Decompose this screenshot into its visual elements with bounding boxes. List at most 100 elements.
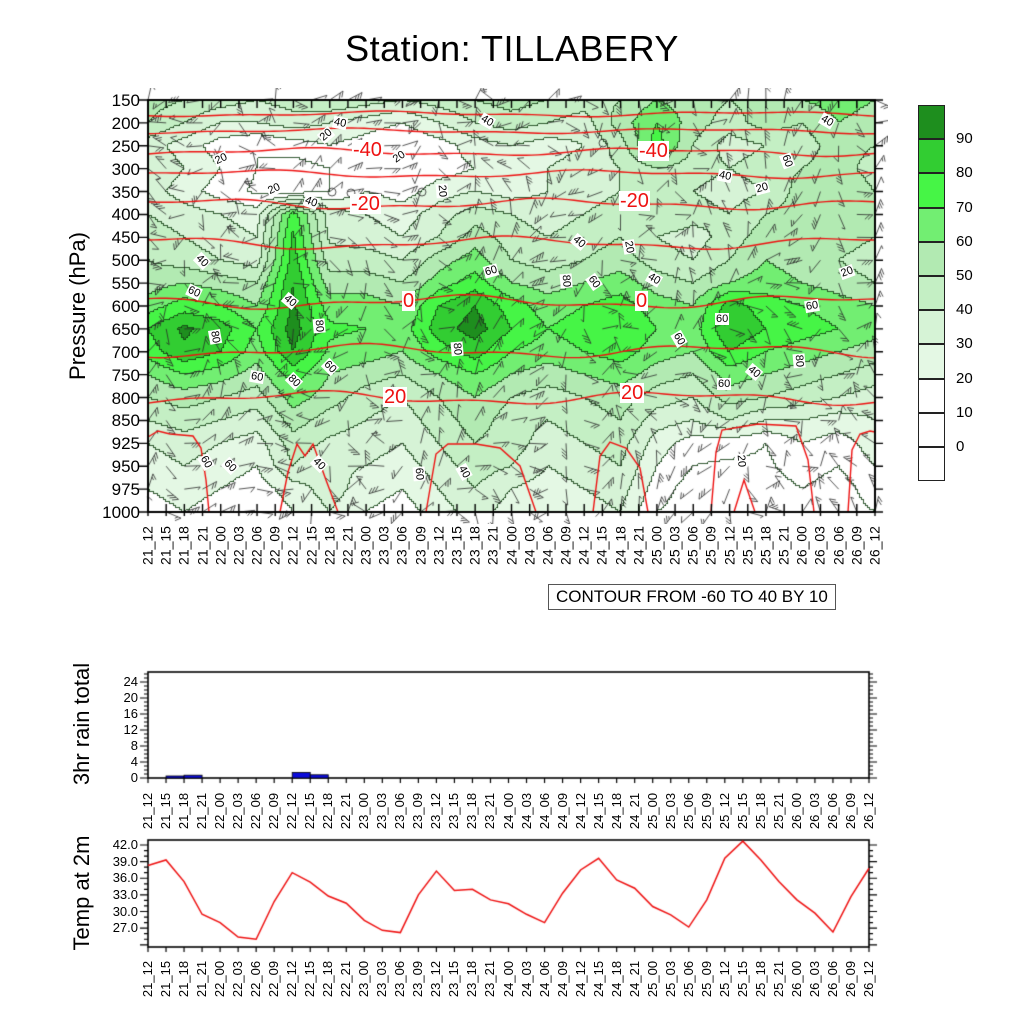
rain-time-label: 22_15 [302,792,318,830]
colorbar-tick-label: 30 [956,335,973,353]
rain-ytick-label: 4 [130,754,138,769]
pressure-tick-label: 950 [111,457,140,477]
rain-time-label: 25_18 [752,792,768,830]
rain-time-label: 25_15 [734,792,750,830]
contour-value-label: 60 [715,313,730,325]
rain-time-label: 23_21 [482,792,498,830]
main-time-label: 24_18 [612,526,629,565]
main-time-label: 26_09 [848,526,865,565]
pressure-tick-label: 925 [111,434,140,454]
colorbar-tick-label: 80 [956,164,973,182]
rain-time-label: 22_00 [212,792,228,830]
main-time-label: 23_06 [393,526,410,565]
red-contour-label: 20 [620,382,645,404]
rain-ytick-label: 20 [123,690,138,705]
rain-ytick-label: 24 [123,674,138,689]
contour-value-label: 20 [621,238,637,256]
main-time-label: 23_12 [430,526,447,565]
pressure-tick-label: 300 [111,159,140,179]
temp-time-label: 26_03 [806,960,822,998]
red-contour-label: -40 [638,140,669,162]
temp-time-label: 25_03 [662,960,678,998]
pressure-tick-label: 850 [111,411,140,431]
main-time-label: 25_15 [739,526,756,565]
temp-time-label: 24_15 [590,960,606,998]
pressure-tick-label: 350 [111,182,140,202]
contour-value-label: 80 [450,341,464,357]
colorbar-tick-label: 40 [956,301,973,319]
contour-value-label: 60 [717,378,732,390]
colorbar-tick-label: 70 [956,198,973,216]
rain-time-label: 23_15 [446,792,462,830]
rain-time-label: 23_00 [356,792,372,830]
temp-time-label: 23_21 [482,960,498,998]
temp-time-label: 24_09 [554,960,570,998]
contour-value-label: 80 [312,318,326,334]
colorbar-cell [918,139,945,174]
main-time-label: 24_09 [557,526,574,565]
colorbar-cell [918,344,945,379]
contour-value-label: 20 [435,183,449,199]
rain-time-label: 24_09 [554,792,570,830]
rain-bar-chart [136,660,884,792]
rain-time-label: 22_18 [320,792,336,830]
temp-time-label: 23_12 [428,960,444,998]
rain-time-label: 26_06 [824,792,840,830]
rain-ytick-label: 0 [130,770,138,785]
main-time-label: 24_12 [575,526,592,565]
rain-time-label: 26_00 [788,792,804,830]
colorbar-cell [918,241,945,276]
main-time-label: 22_15 [303,526,320,565]
main-time-label: 22_12 [284,526,301,565]
rain-time-label: 22_09 [266,792,282,830]
rain-time-label: 25_03 [662,792,678,830]
temp-time-label: 22_12 [284,960,300,998]
pressure-tick-label: 250 [111,136,140,156]
main-time-label: 26_00 [793,526,810,565]
temp-time-label: 23_15 [446,960,462,998]
pressure-tick-label: 400 [111,205,140,225]
contour-value-label: 60 [412,466,426,482]
rain-ytick-label: 8 [130,738,138,753]
colorbar-tick-label: 60 [956,232,973,250]
main-time-label: 25_12 [721,526,738,565]
pressure-tick-label: 550 [111,274,140,294]
colorbar-cell [918,207,945,242]
temp-time-label: 24_06 [536,960,552,998]
main-time-label: 26_12 [866,526,883,565]
page-title: Station: TILLABERY [345,28,679,69]
main-time-label: 22_21 [339,526,356,565]
main-time-label: 25_06 [684,526,701,565]
rain-time-label: 25_06 [680,792,696,830]
temp-time-label: 21_18 [176,960,192,998]
colorbar-tick-label: 20 [956,369,973,387]
rain-time-label: 22_06 [248,792,264,830]
main-time-label: 22_06 [248,526,265,565]
contour-note: CONTOUR FROM -60 TO 40 BY 10 [548,584,836,610]
temp-time-label: 21_15 [158,960,174,998]
temp-time-label: 22_18 [320,960,336,998]
rain-time-label: 26_12 [861,792,876,830]
rain-ytick-label: 12 [123,722,138,737]
rain-ytick-label: 16 [123,706,138,721]
pressure-tick-label: 650 [111,319,140,339]
temp-time-label: 26_12 [861,960,876,998]
colorbar-tick-label: 0 [956,438,965,455]
temp-time-label: 22_21 [338,960,354,998]
temp-axis-title: Temp at 2m [69,835,94,951]
rain-time-label: 24_21 [626,792,642,830]
pressure-time-contour-chart [136,88,888,524]
main-time-label: 23_18 [466,526,483,565]
rain-time-label: 22_21 [338,792,354,830]
temp-time-label: 21_21 [194,960,210,998]
pressure-tick-label: 500 [111,251,140,271]
temp-time-label: 25_06 [680,960,696,998]
pressure-tick-label: 975 [111,480,140,500]
rain-time-label: 21_12 [140,792,155,830]
temp-time-label: 22_15 [302,960,318,998]
temp-time-label: 25_12 [716,960,732,998]
main-time-label: 25_18 [757,526,774,565]
main-time-label: 22_03 [230,526,247,565]
rain-time-label: 23_06 [392,792,408,830]
rain-time-label: 25_12 [716,792,732,830]
